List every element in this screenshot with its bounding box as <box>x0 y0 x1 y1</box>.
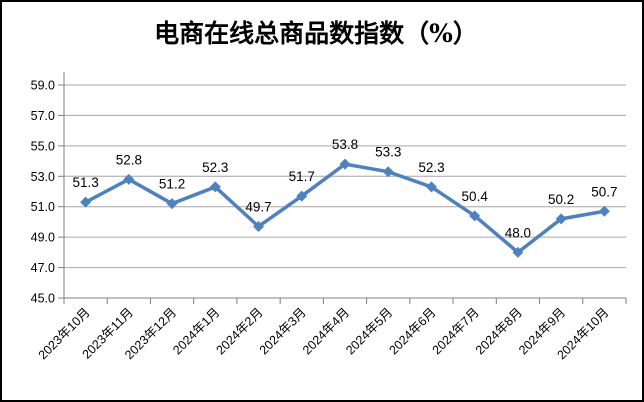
data-point-marker <box>598 205 610 217</box>
data-label: 50.2 <box>548 192 574 207</box>
data-point-marker <box>80 196 92 208</box>
data-point-marker <box>166 198 178 210</box>
y-tick-label: 51.0 <box>31 200 55 214</box>
y-tick-label: 57.0 <box>31 109 55 123</box>
data-label: 53.3 <box>375 145 401 160</box>
y-tick-label: 47.0 <box>31 261 55 275</box>
data-label: 48.0 <box>505 225 531 240</box>
plot-area: 45.047.049.051.053.055.057.059.02023年10月… <box>31 72 627 362</box>
y-tick-label: 45.0 <box>31 292 55 306</box>
y-tick-label: 53.0 <box>31 170 55 184</box>
data-point-marker <box>469 210 481 222</box>
data-label: 52.8 <box>116 152 142 167</box>
data-label: 51.2 <box>159 177 185 192</box>
data-label: 50.4 <box>462 189 489 204</box>
data-label: 51.3 <box>72 175 98 190</box>
data-point-marker <box>382 166 394 178</box>
data-point-marker <box>425 181 437 193</box>
chart-title: 电商在线总商品数指数（%） <box>154 19 478 48</box>
data-point-marker <box>555 213 567 225</box>
data-label: 53.8 <box>332 137 358 152</box>
data-point-marker <box>512 246 524 258</box>
data-label: 50.7 <box>591 184 617 199</box>
data-point-marker <box>123 173 135 185</box>
data-label: 49.7 <box>245 199 271 214</box>
data-point-marker <box>339 158 351 170</box>
y-tick-label: 59.0 <box>31 79 55 93</box>
data-label: 51.7 <box>289 169 315 184</box>
data-label: 52.3 <box>202 160 228 175</box>
data-point-marker <box>253 220 265 232</box>
data-label: 52.3 <box>418 160 444 175</box>
data-point-marker <box>209 181 221 193</box>
data-point-marker <box>296 190 308 202</box>
y-tick-label: 49.0 <box>31 231 55 245</box>
y-tick-label: 55.0 <box>31 139 55 153</box>
